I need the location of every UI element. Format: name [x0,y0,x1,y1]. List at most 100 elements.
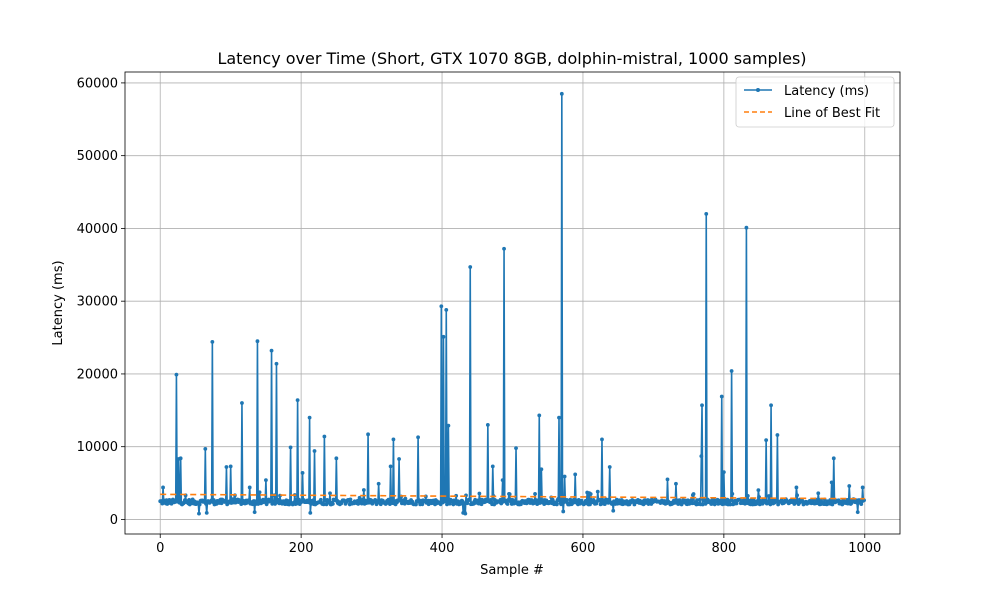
latency-point [210,340,215,344]
latency-point [585,495,590,500]
latency-point [554,502,559,507]
latency-point [745,493,750,498]
latency-point [719,394,724,399]
legend: Latency (ms) Line of Best Fit [735,76,895,128]
latency-point [366,432,370,437]
latency-point [700,403,704,408]
latency-point [257,490,262,495]
latency-point [247,498,251,503]
latency-point [274,361,279,366]
latency-point [537,413,542,418]
latency-point [441,334,446,339]
latency-point [439,304,444,309]
y-tick-label: 30000 [77,295,118,310]
latency-point [700,502,705,507]
latency-point [674,481,678,486]
latency-point [361,488,366,492]
grid [125,72,900,534]
latency-point [160,501,165,506]
latency-point [295,398,300,403]
latency-point [847,484,852,488]
latency-point [197,502,202,507]
latency-point [561,509,566,514]
latency-point [403,496,408,501]
latency-point [769,403,773,408]
y-tick-label: 20000 [77,367,118,382]
y-tick-label: 60000 [77,76,118,91]
latency-point [721,470,726,475]
latency-point [500,478,505,483]
latency-point [348,497,353,502]
latency-point [691,492,696,496]
latency-point [224,465,229,469]
latency-point [744,225,749,230]
x-axis-label: Sample # [480,563,544,578]
latency-point [525,500,530,505]
latency-point [321,502,326,507]
axis-ticks: 0 200 400 600 800 100001000020000300004000050… [77,76,882,556]
latency-point [228,464,233,469]
latency-point [468,265,473,269]
legend-box [735,76,895,128]
y-tick-label: 50000 [77,149,118,164]
legend-latency-marker [756,88,760,92]
latency-point [729,498,733,503]
latency-point [816,491,821,496]
latency-point [507,492,512,497]
x-tick-label: 1000 [848,541,881,556]
latency-point [178,456,183,461]
latency-point [756,488,761,493]
latency-point [607,465,612,469]
latency-point [611,508,616,513]
latency-point [288,445,293,450]
latency-point [600,437,604,442]
latency-point [386,497,391,502]
x-tick-label: 600 [571,541,596,556]
latency-point [477,491,482,496]
plot-frame [124,71,901,535]
latency-point [588,492,593,496]
latency-point [632,502,637,507]
latency-point [388,464,393,469]
latency-point [533,492,537,496]
legend-latency-label: Latency (ms) [784,84,869,99]
latency-point [334,456,339,461]
y-tick-label: 0 [110,513,118,528]
x-tick-label: 200 [289,541,314,556]
latency-point [161,485,165,490]
latency-point [444,308,449,312]
latency-point [204,511,209,515]
latency-point [557,415,561,420]
latency-point [564,497,569,502]
y-axis-label: Latency (ms) [51,260,66,345]
latency-point [174,372,179,377]
latency-point [250,502,255,507]
latency-point [330,501,335,506]
legend-fit-label: Line of Best Fit [784,106,880,121]
latency-point [391,437,396,442]
latency-point [829,480,834,485]
latency-point [247,485,252,490]
latency-point [730,491,735,496]
latency-point [698,497,702,502]
y-tick-label: 40000 [77,222,118,237]
latency-point [795,493,800,498]
latency-point [397,457,401,461]
x-tick-label: 0 [156,541,164,556]
latency-point [446,423,451,428]
latency-point [831,456,836,461]
latency-point [414,502,418,507]
latency-point [514,446,518,451]
latency-point [461,501,466,506]
latency-point [376,481,381,486]
latency-point [764,438,769,443]
latency-point [252,510,257,515]
latency-point [505,502,510,506]
latency-point [300,470,305,475]
latency-point [269,348,274,353]
latency-point [767,494,771,498]
latency-point [318,497,323,502]
latency-point [255,339,260,344]
series-layer [158,91,866,516]
